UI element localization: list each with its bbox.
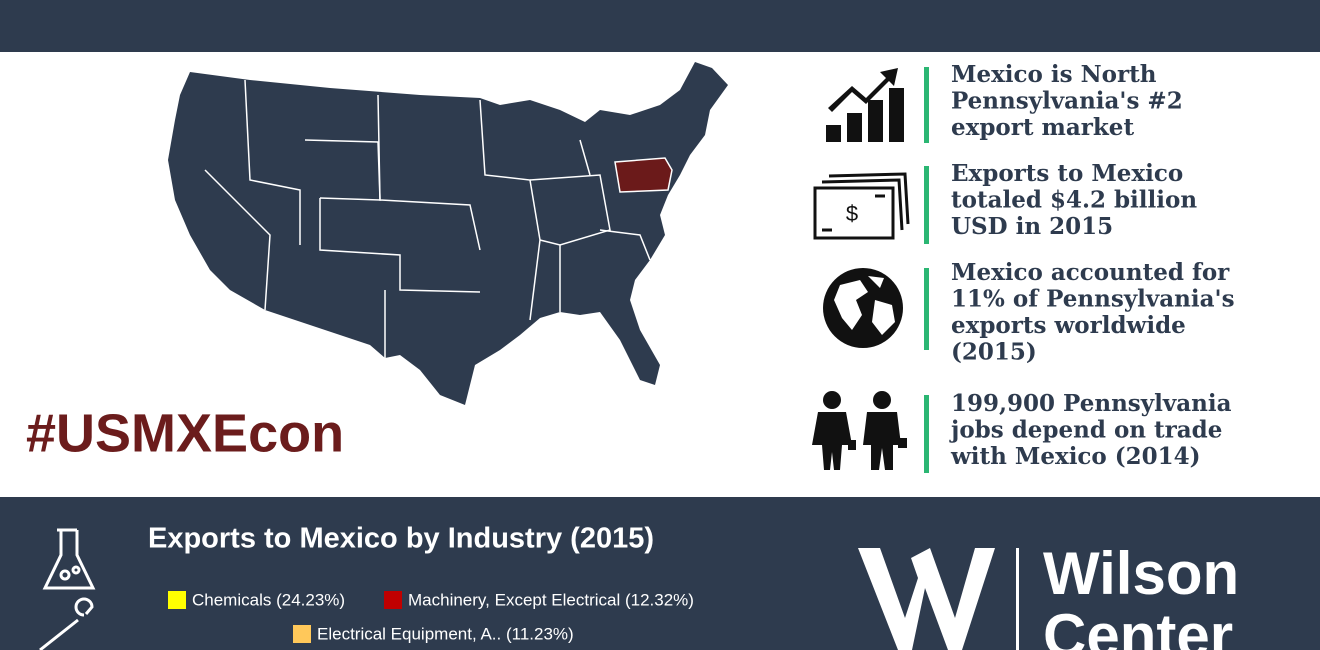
fact-text: (2015) xyxy=(951,339,1037,366)
top-bar xyxy=(0,0,1320,52)
svg-text:$: $ xyxy=(846,201,858,226)
fact-text: USD in 2015 xyxy=(951,213,1113,240)
legend-swatch xyxy=(384,591,402,609)
fact-accent xyxy=(924,395,929,473)
fact-text: 199,900 Pennsylvania xyxy=(951,390,1232,417)
legend-label: Chemicals (24.23%) xyxy=(192,590,345,609)
legend-swatch xyxy=(293,625,311,643)
fact-text: Exports to Mexico xyxy=(951,160,1183,187)
fact-text: Mexico is North xyxy=(951,61,1157,88)
fact-accent xyxy=(924,268,929,350)
pennsylvania xyxy=(614,157,673,193)
fact-text: 11% of Pennsylvania's xyxy=(951,286,1235,313)
icon-people xyxy=(812,391,907,470)
icon-wrench xyxy=(39,597,94,650)
logo-mark xyxy=(858,548,1019,650)
fact-text: Mexico accounted for xyxy=(951,259,1230,286)
fact-text: Pennsylvania's #2 xyxy=(951,88,1183,115)
us-map xyxy=(168,62,728,405)
fact-text: exports worldwide xyxy=(951,312,1186,339)
fact-text: totaled $4.2 billion xyxy=(951,187,1197,214)
fact-text: export market xyxy=(951,114,1134,141)
fact-accent xyxy=(924,166,929,244)
legend-swatch xyxy=(168,591,186,609)
logo-text: Center xyxy=(1043,602,1233,650)
legend-label: Electrical Equipment, A.. (11.23%) xyxy=(317,624,574,643)
icon-flask xyxy=(42,528,96,590)
fact-text: jobs depend on trade xyxy=(949,417,1222,444)
fact-accent xyxy=(924,67,929,143)
logo-text: Wilson xyxy=(1043,540,1239,607)
icon-growth xyxy=(826,68,904,142)
hashtag: #USMXEcon xyxy=(26,403,344,463)
icon-globe xyxy=(823,268,903,348)
legend-label: Machinery, Except Electrical (12.32%) xyxy=(408,590,694,609)
bottom-panel xyxy=(0,497,1320,650)
industry-title: Exports to Mexico by Industry (2015) xyxy=(148,523,654,555)
icon-money: $ xyxy=(813,172,910,240)
fact-text: with Mexico (2014) xyxy=(950,443,1201,470)
